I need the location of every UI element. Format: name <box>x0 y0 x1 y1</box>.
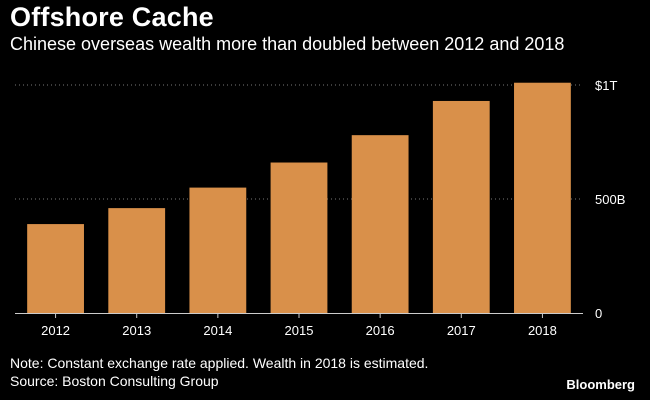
x-tick-label: 2013 <box>122 323 151 338</box>
y-tick-label: 0 <box>595 306 602 321</box>
x-tick-label: 2016 <box>366 323 395 338</box>
bar <box>270 162 328 313</box>
chart-subtitle: Chinese overseas wealth more than double… <box>10 34 565 54</box>
bar <box>432 100 490 314</box>
bar <box>189 187 247 313</box>
chart-source: Source: Boston Consulting Group <box>10 373 219 389</box>
y-tick-label: $1T <box>595 78 617 93</box>
x-tick-label: 2012 <box>41 323 70 338</box>
bar <box>351 135 409 313</box>
chart-note: Note: Constant exchange rate applied. We… <box>10 355 429 371</box>
bar <box>514 82 571 313</box>
x-tick-label: 2017 <box>447 323 476 338</box>
bar <box>27 224 84 313</box>
brand-logo: Bloomberg <box>566 377 635 392</box>
bar <box>108 208 166 313</box>
x-tick-label: 2018 <box>528 323 557 338</box>
y-tick-label: 500B <box>595 192 625 207</box>
chart-title: Offshore Cache <box>10 2 214 32</box>
x-tick-label: 2015 <box>285 323 314 338</box>
x-tick-label: 2014 <box>203 323 232 338</box>
